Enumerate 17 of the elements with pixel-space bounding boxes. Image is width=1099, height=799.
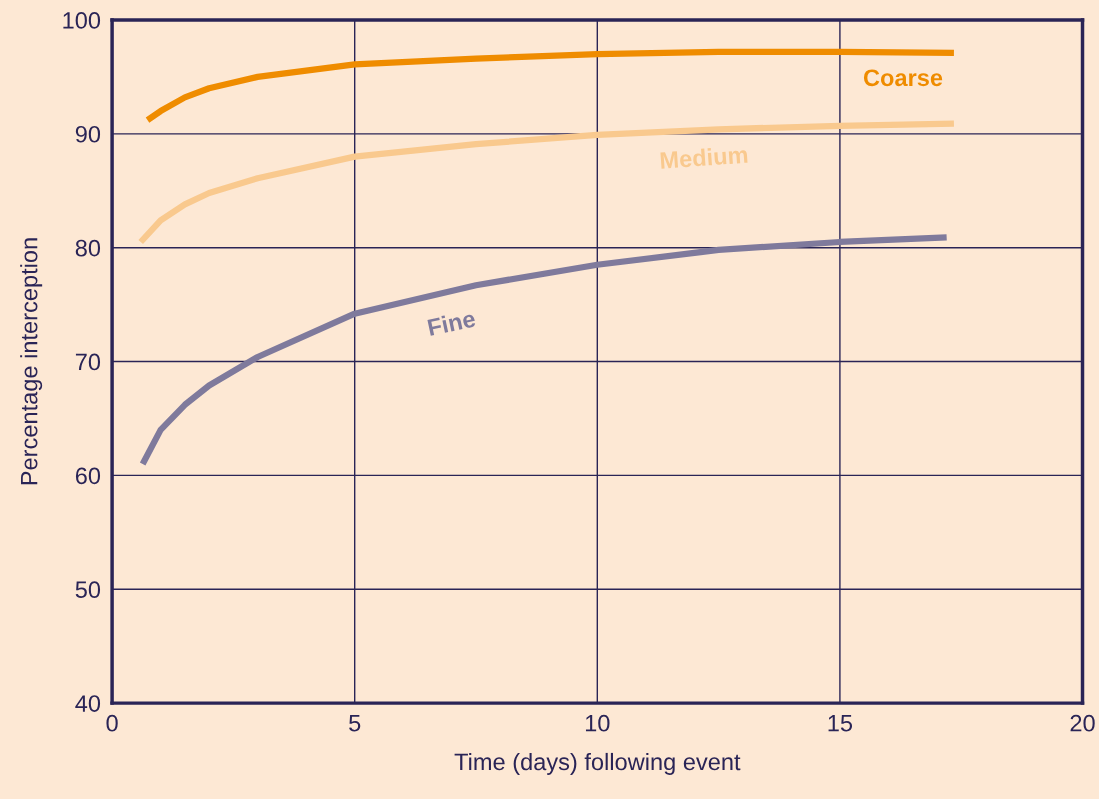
x-axis-title: Time (days) following event: [454, 752, 741, 775]
y-tick-label: 90: [75, 125, 101, 143]
series-label: Coarse: [863, 69, 943, 87]
x-tick-label: 20: [1070, 714, 1095, 732]
text: Fine: [427, 309, 477, 337]
x-tick-label: 10: [585, 714, 610, 732]
y-axis-title: Percentage interception: [20, 238, 43, 485]
x-tick-label: 5: [349, 715, 361, 732]
y-tick-label: 100: [63, 12, 101, 29]
y-tick-label: 60: [75, 467, 101, 485]
series-label: Medium: [660, 145, 748, 169]
y-tick-label: 80: [75, 239, 101, 257]
y-tick-label: 70: [75, 353, 101, 371]
y-tick-label: 40: [75, 695, 101, 712]
x-tick-label: 0: [106, 714, 118, 732]
x-tick-label: 15: [828, 715, 853, 732]
y-tick-label: 50: [75, 581, 101, 599]
